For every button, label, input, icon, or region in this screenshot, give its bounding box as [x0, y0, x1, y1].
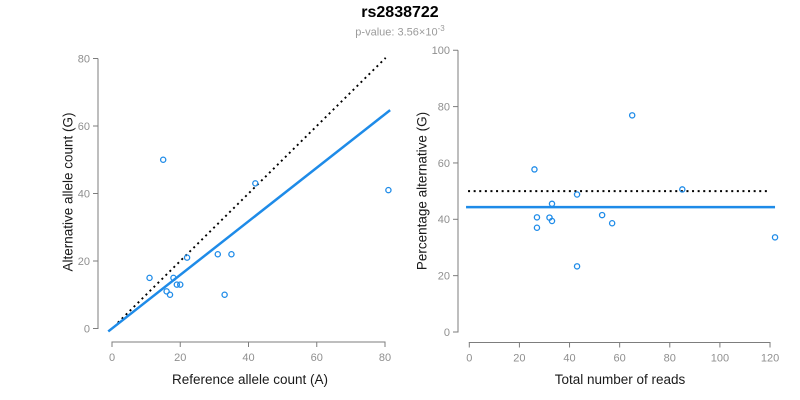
data-point: [548, 217, 556, 225]
x-tick-label: 0: [466, 352, 472, 364]
x-tick-label: 40: [563, 352, 575, 364]
y-tick-label: 80: [438, 101, 450, 113]
fit-line: [107, 109, 391, 333]
x-tick-label: 20: [513, 352, 525, 364]
x-tick-label: 20: [174, 352, 186, 364]
data-point: [598, 211, 606, 219]
page-title: rs2838722: [361, 4, 439, 21]
data-point: [533, 224, 541, 232]
y-tick-label: 20: [78, 256, 90, 268]
y-tick-label: 80: [78, 53, 90, 65]
x-tick-label: 60: [614, 352, 626, 364]
left-x-axis-title: Reference allele count (A): [171, 372, 329, 387]
y-tick-label: 0: [84, 323, 90, 335]
data-point: [252, 180, 259, 187]
y-tick-label: 0: [444, 327, 450, 339]
data-point: [170, 274, 177, 282]
data-point: [771, 234, 779, 241]
x-tick-label: 60: [311, 352, 323, 364]
x-tick-label: 40: [242, 352, 254, 364]
x-tick-label: 80: [664, 352, 676, 364]
y-tick-label: 100: [432, 45, 450, 57]
identity-line: [117, 57, 387, 324]
right-scatter-panel: 0 20 40 60 80 100 0 20 40 60 80 100 120: [432, 45, 780, 364]
data-point: [531, 166, 538, 173]
data-point: [228, 250, 235, 258]
x-tick-label: 0: [109, 352, 115, 364]
data-point: [385, 186, 392, 194]
x-tick-label: 100: [711, 352, 729, 364]
left-y-axis-title: Alternative allele count (G): [60, 112, 76, 272]
pvalue-subtitle: p-value: 3.56×10-3: [0, 24, 800, 39]
data-point: [146, 274, 153, 282]
right-y-axis-title: Percentage alternative (G): [414, 111, 430, 271]
data-point: [183, 254, 191, 261]
data-point: [214, 250, 222, 258]
data-point: [628, 112, 636, 119]
x-tick-label: 80: [379, 352, 391, 364]
data-point: [159, 156, 167, 163]
pvalue-text: p-value: 3.56×10: [355, 26, 438, 39]
data-point: [533, 214, 541, 221]
data-point: [221, 291, 228, 298]
left-scatter-panel: 0 20 40 60 80 0 20 40 60 80: [78, 53, 392, 364]
data-point: [176, 281, 184, 288]
y-tick-label: 60: [438, 158, 450, 170]
data-point: [608, 219, 616, 227]
data-point: [573, 191, 581, 198]
y-tick-label: 20: [438, 271, 450, 283]
data-point: [548, 200, 556, 208]
right-x-axis-title: Total number of reads: [554, 372, 686, 387]
data-point: [573, 263, 581, 270]
data-point: [679, 186, 686, 193]
pvalue-exponent: -3: [437, 24, 445, 33]
y-tick-label: 40: [438, 214, 450, 226]
data-point: [166, 291, 174, 298]
data-point: [173, 281, 181, 288]
y-tick-label: 40: [78, 188, 90, 200]
x-tick-label: 120: [761, 352, 779, 364]
y-tick-label: 60: [78, 121, 90, 133]
data-point: [163, 288, 170, 295]
